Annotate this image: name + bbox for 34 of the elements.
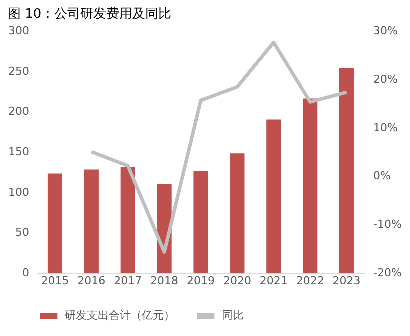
- x-tick-label: 2018: [150, 274, 179, 288]
- bar: [339, 68, 354, 273]
- x-tick-label: 2023: [332, 274, 361, 288]
- bar: [84, 170, 99, 273]
- legend-label: 研发支出合计（亿元）: [65, 309, 175, 322]
- y-tick-label: 50: [16, 226, 30, 240]
- bar: [303, 98, 318, 273]
- y-tick-label: 100: [8, 186, 30, 199]
- y2-tick-label: 30%: [374, 24, 398, 38]
- bar: [48, 174, 63, 273]
- chart-title: 图 10：公司研发费用及同比: [8, 7, 172, 22]
- y2-tick-label: 10%: [374, 121, 398, 134]
- bar: [120, 167, 136, 273]
- bar: [230, 154, 245, 273]
- y2-tick-label: -10%: [374, 218, 402, 232]
- x-tick-label: 2017: [114, 274, 142, 288]
- x-tick-label: 2020: [223, 274, 252, 288]
- x-tick-label: 2016: [78, 274, 106, 288]
- x-tick-label: 2019: [187, 274, 215, 288]
- bar: [194, 171, 208, 273]
- line-series: [90, 40, 349, 254]
- y-tick-label: 0: [22, 266, 30, 280]
- legend-label: 同比: [222, 309, 244, 322]
- x-tick-label: 2021: [260, 274, 288, 288]
- y2-tick-label: 0%: [374, 170, 391, 183]
- y-tick-label: 300: [8, 24, 30, 38]
- y-tick-label: 150: [8, 146, 30, 158]
- x-tick-label: 2015: [41, 274, 70, 288]
- y2-tick-label: -20%: [374, 266, 402, 280]
- y-tick-label: 250: [8, 64, 30, 78]
- bar: [266, 120, 282, 273]
- y-tick-label: 200: [8, 105, 30, 118]
- x-tick-label: 2022: [296, 274, 324, 288]
- y2-tick-label: 20%: [374, 72, 398, 86]
